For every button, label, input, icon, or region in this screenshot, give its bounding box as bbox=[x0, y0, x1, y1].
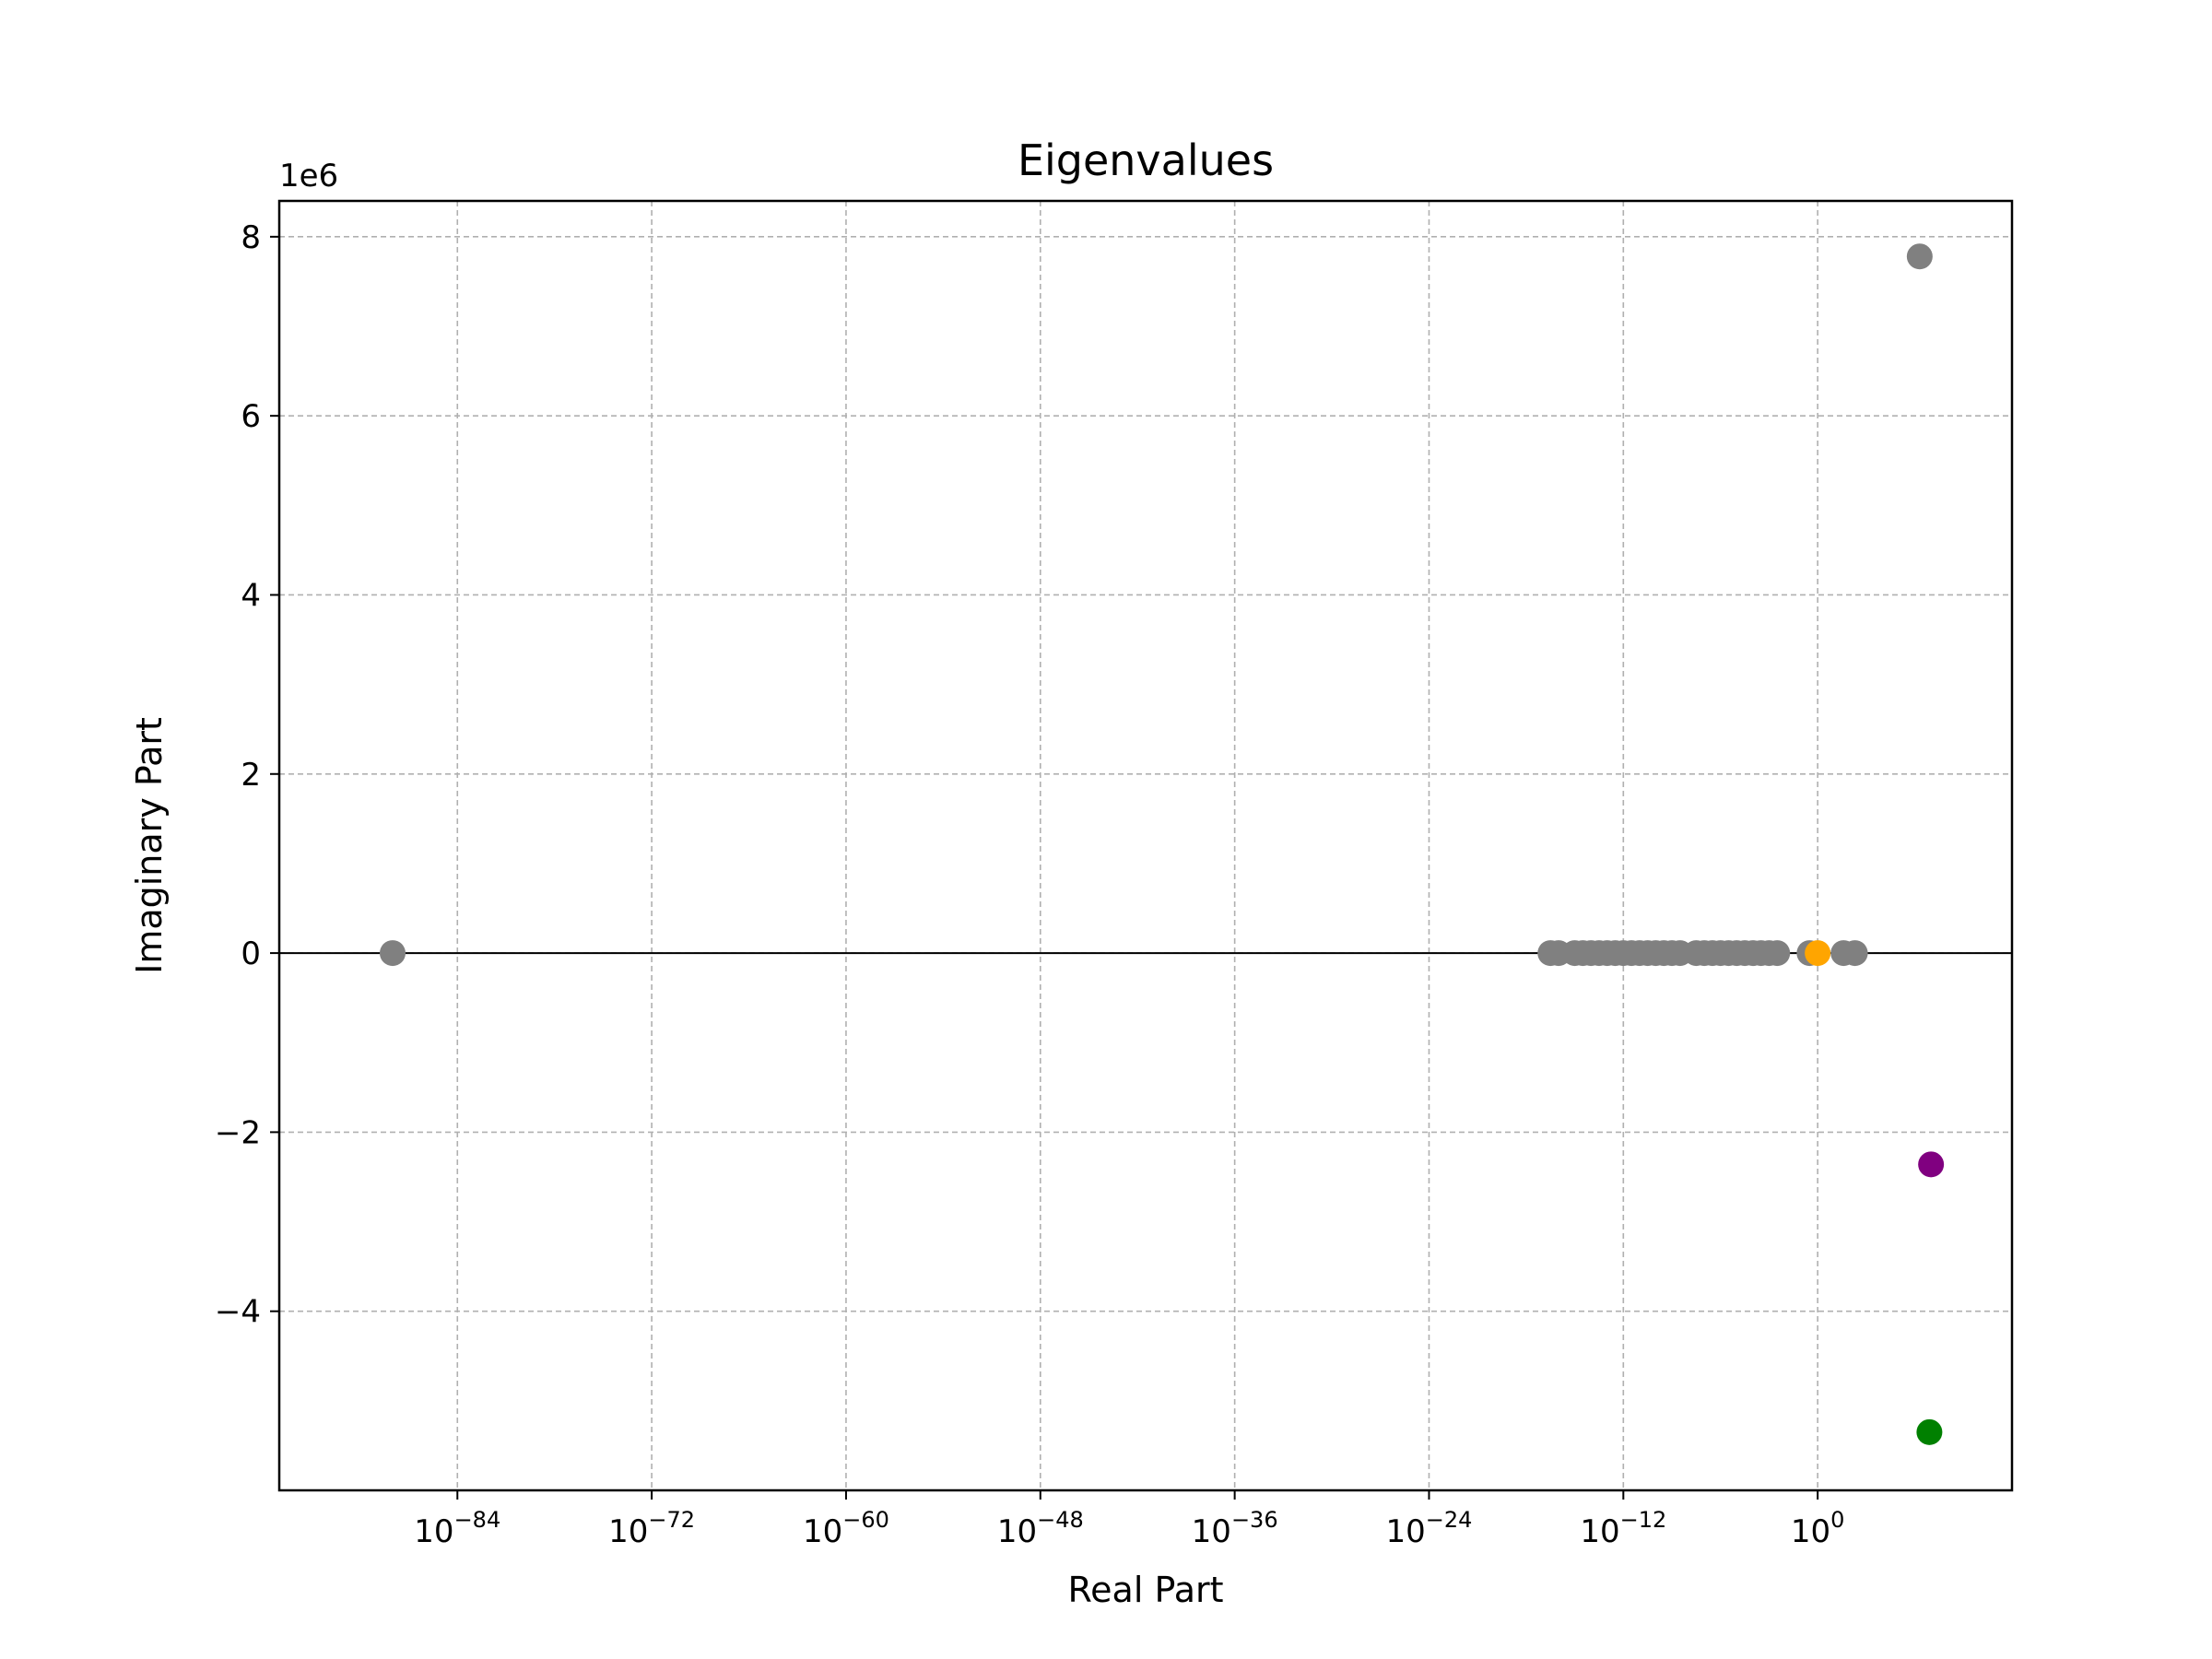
data-point-orange bbox=[1805, 940, 1831, 967]
y-tick-label: −2 bbox=[215, 1114, 261, 1151]
x-axis-label: Real Part bbox=[1067, 1570, 1223, 1610]
x-tick-label: 10−12 bbox=[1580, 1507, 1666, 1550]
y-tick-label: −4 bbox=[215, 1294, 261, 1331]
data-point-gray bbox=[1764, 940, 1791, 967]
x-tick-label: 10−36 bbox=[1192, 1507, 1278, 1550]
y-axis-label: Imaginary Part bbox=[129, 717, 170, 974]
data-point-gray bbox=[1841, 940, 1868, 967]
x-tick-label: 10−24 bbox=[1386, 1507, 1473, 1550]
x-tick-label: 10−60 bbox=[803, 1507, 889, 1550]
x-tick-label: 100 bbox=[1791, 1507, 1845, 1550]
x-tick-label: 10−48 bbox=[997, 1507, 1084, 1550]
y-tick-label: 6 bbox=[241, 398, 261, 435]
axis-ticks: 10−84 10−72 10−60 10−48 10−36 10−24 10−12 100 −4… bbox=[215, 219, 1845, 1550]
chart-title: Eigenvalues bbox=[1018, 135, 1274, 185]
data-point-gray bbox=[1906, 243, 1933, 270]
data-points bbox=[379, 243, 1945, 1445]
y-offset-label: 1e6 bbox=[279, 158, 338, 194]
x-tick-label: 10−84 bbox=[414, 1507, 500, 1550]
y-tick-label: 0 bbox=[241, 935, 261, 972]
y-tick-label: 4 bbox=[241, 577, 261, 614]
plot-frame bbox=[277, 199, 2014, 1492]
x-tick-label: 10−72 bbox=[608, 1507, 695, 1550]
y-tick-label: 2 bbox=[241, 757, 261, 794]
y-tick-label: 8 bbox=[241, 219, 261, 256]
data-point-gray bbox=[379, 940, 406, 967]
data-point-green bbox=[1916, 1418, 1943, 1445]
data-point-purple bbox=[1918, 1151, 1945, 1178]
grid bbox=[279, 201, 2012, 1490]
